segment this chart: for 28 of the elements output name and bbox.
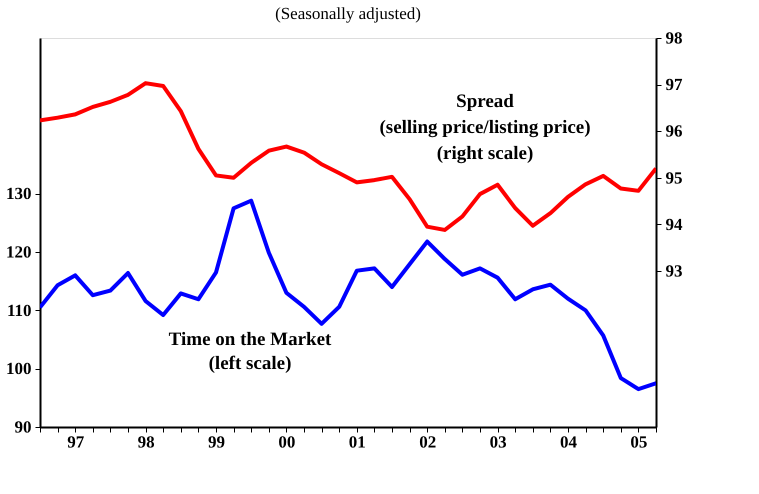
x-tick-label: 98 xyxy=(138,432,155,452)
y-tick-label: 110 xyxy=(6,300,32,320)
y2-tick-label: 96 xyxy=(666,122,682,141)
x-tick-label: 04 xyxy=(560,432,578,452)
y2-tick-label: 98 xyxy=(666,28,682,48)
annotation: (right scale) xyxy=(436,143,534,164)
annotation: Spread xyxy=(456,91,514,112)
x-tick-label: 02 xyxy=(419,432,436,452)
y-tick-label: 100 xyxy=(6,359,32,378)
y2-tick-label: 97 xyxy=(666,75,683,94)
y-tick-label: 90 xyxy=(14,418,32,436)
annotation: Time on the Market xyxy=(168,329,332,350)
x-tick-label: 97 xyxy=(67,432,85,452)
y-tick-label: 120 xyxy=(6,242,32,262)
y-tick-label: 130 xyxy=(6,184,32,204)
line-series xyxy=(40,81,656,232)
x-tick-label: 03 xyxy=(490,432,507,452)
line-series xyxy=(40,198,656,392)
annotation: (left scale) xyxy=(208,353,292,374)
x-tick-label: 00 xyxy=(278,432,296,452)
x-tick-label: 99 xyxy=(208,432,225,452)
chart-title: (Seasonally adjusted) xyxy=(275,4,421,23)
y2-tick-label: 93 xyxy=(666,261,682,280)
x-tick-label: 01 xyxy=(348,432,366,452)
y2-tick-label: 95 xyxy=(666,168,682,188)
annotation: (selling price/listing price) xyxy=(379,117,591,138)
x-tick-label: 05 xyxy=(630,432,648,452)
y2-tick-label: 94 xyxy=(666,214,683,234)
